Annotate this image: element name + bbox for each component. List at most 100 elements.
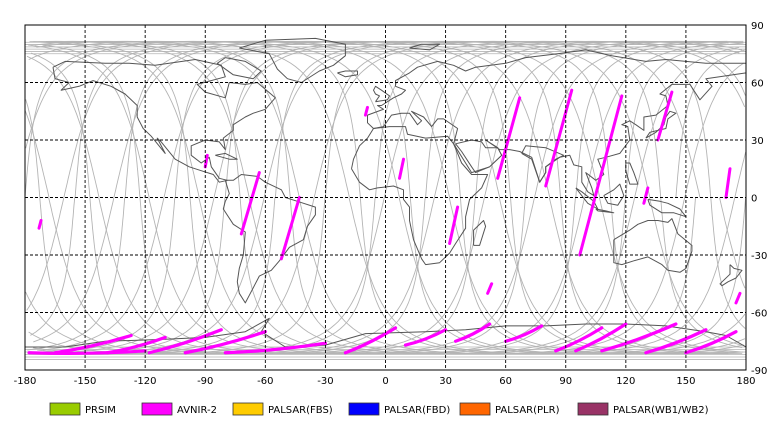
- avnir2-swath: [734, 291, 742, 305]
- avnir2-swath: [724, 167, 732, 199]
- x-tick-label: 60: [499, 376, 512, 387]
- legend-swatch: [459, 402, 491, 416]
- coastline-baffin: [216, 57, 262, 80]
- y-tick-label: -60: [751, 309, 767, 320]
- avnir2-swath: [403, 328, 448, 347]
- orbit-track: [36, 40, 745, 355]
- map-frame: [24, 24, 747, 371]
- orbit-track: [33, 40, 728, 355]
- orbit-track: [42, 40, 744, 355]
- x-tick-label: -30: [317, 376, 333, 387]
- x-tick-label: 0: [382, 376, 388, 387]
- axis-labels: -180 -150 -120 -90 -60 -30 0 30 60 90 120 150 180 90 6…: [14, 21, 768, 387]
- orbit-track: [28, 40, 746, 355]
- x-tick-label: 150: [676, 376, 695, 387]
- avnir2-swath: [544, 88, 574, 188]
- avnir2-swath: [343, 326, 398, 355]
- coastline-java: [595, 208, 615, 214]
- x-tick-label: -180: [14, 376, 37, 387]
- avnir2-swath: [37, 219, 43, 230]
- x-tick-label: -150: [74, 376, 97, 387]
- orbit-track: [34, 40, 740, 355]
- avnir2-swath: [105, 335, 167, 355]
- legend-item: AVNIR-2: [141, 402, 217, 416]
- coastline-arabia: [455, 139, 503, 174]
- avnir2-swath: [453, 322, 492, 343]
- legend-swatch: [348, 402, 380, 416]
- x-tick-label: 120: [616, 376, 635, 387]
- x-tick-label: 180: [736, 376, 755, 387]
- avnir2-swath: [398, 157, 406, 180]
- x-tick-label: -90: [197, 376, 213, 387]
- orbit-track: [46, 40, 744, 355]
- avnir2-swath: [644, 328, 708, 355]
- orbit-track: [48, 40, 743, 355]
- coastline-antarctica: [25, 317, 746, 348]
- coastline-iceland: [337, 70, 358, 78]
- coastline-borneo: [603, 183, 625, 206]
- legend-item: PALSAR(PLR): [459, 402, 560, 416]
- y-tick-label: -30: [751, 251, 767, 262]
- legend-item: PALSAR(FBS): [232, 402, 333, 416]
- coastline-madagascar: [473, 220, 487, 246]
- y-tick-label: 90: [751, 21, 764, 32]
- x-tick-label: -60: [257, 376, 273, 387]
- y-tick-label: -90: [751, 366, 767, 377]
- legend-swatch: [141, 402, 173, 416]
- coastline-africa: [351, 126, 489, 266]
- orbit-track: [30, 40, 729, 355]
- coastline-greenland: [239, 37, 346, 83]
- avnir2-swath: [656, 90, 674, 142]
- coastline-sumatra: [575, 187, 599, 210]
- orbit-track: [27, 40, 729, 355]
- legend: PRSIM AVNIR-2 PALSAR(FBS) PALSAR(FBD) PALSAR…: [49, 402, 709, 416]
- y-tick-label: 0: [751, 194, 757, 205]
- graticule: [25, 25, 746, 370]
- avnir2-swath: [578, 94, 624, 257]
- avnir2-swath: [203, 153, 209, 169]
- legend-swatch: [577, 402, 609, 416]
- legend-label: AVNIR-2: [177, 405, 217, 416]
- avnir2-swaths: [27, 88, 742, 356]
- orbit-track: [32, 40, 741, 355]
- orbit-track: [25, 40, 746, 355]
- avnir2-swath: [279, 196, 301, 261]
- coastline-cuba: [215, 152, 238, 160]
- avnir2-swath: [574, 322, 628, 353]
- coastline-uk: [373, 85, 390, 103]
- legend-label: PALSAR(PLR): [495, 405, 560, 416]
- avnir2-swath: [147, 328, 223, 355]
- avnir2-swath: [600, 322, 678, 353]
- legend-item: PALSAR(FBD): [348, 402, 450, 416]
- avnir2-swath: [486, 282, 494, 295]
- legend-label: PALSAR(FBD): [384, 405, 450, 416]
- x-tick-label: 90: [559, 376, 572, 387]
- avnir2-swath: [642, 186, 650, 205]
- avnir2-swath: [53, 333, 133, 355]
- orbit-track: [28, 40, 729, 355]
- avnir2-swath: [183, 330, 267, 355]
- orbit-track: [25, 40, 746, 355]
- orbit-track: [30, 40, 743, 355]
- avnir2-swath: [554, 326, 604, 353]
- legend-swatch: [232, 402, 264, 416]
- avnir2-swath: [363, 105, 369, 117]
- legend-item: PRSIM: [49, 402, 116, 416]
- y-tick-label: 60: [751, 79, 764, 90]
- y-tick-label: 30: [751, 136, 764, 147]
- coastline-south-america: [222, 174, 316, 304]
- avnir2-swath: [684, 330, 738, 355]
- avnir2-swath: [223, 341, 328, 355]
- x-tick-label: 30: [439, 376, 452, 387]
- coastline-australia: [613, 218, 693, 273]
- coastline-europe-asia: [367, 49, 746, 197]
- orbit-track: [42, 40, 744, 355]
- avnir2-swath: [504, 324, 544, 343]
- coastline-new-zealand: [719, 264, 743, 287]
- avnir2-swath: [448, 205, 460, 245]
- x-tick-label: -120: [134, 376, 157, 387]
- legend-label: PALSAR(WB1/WB2): [613, 405, 709, 416]
- orbit-track: [26, 40, 740, 355]
